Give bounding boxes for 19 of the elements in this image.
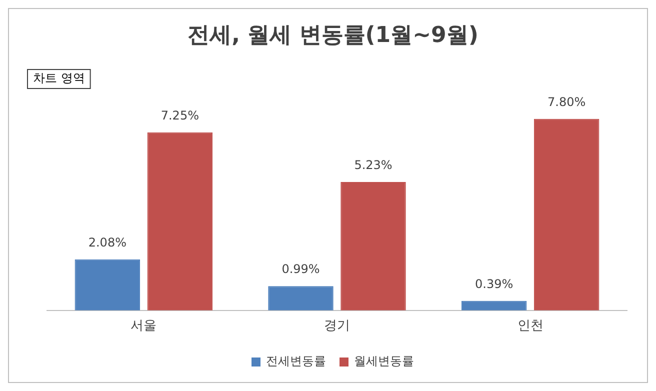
x-tick-label: 서울 — [130, 318, 157, 334]
data-label: 2.08% — [88, 235, 126, 250]
data-label: 0.39% — [475, 276, 514, 291]
data-label: 7.25% — [160, 108, 199, 122]
bar — [74, 259, 140, 310]
bar — [268, 286, 334, 310]
x-tick-label: 경기 — [324, 318, 350, 334]
legend-label: 전세변동률 — [266, 354, 326, 368]
chart-title: 전세, 월세 변동률(1월~9월) — [188, 22, 478, 48]
data-label: 7.80% — [548, 94, 586, 109]
bar — [534, 118, 600, 310]
bar — [461, 300, 527, 310]
bar — [340, 182, 406, 310]
data-label: 0.99% — [282, 262, 320, 276]
text: 차트 영역 — [33, 71, 85, 86]
bar — [147, 132, 213, 310]
x-tick-label: 인천 — [517, 318, 544, 334]
legend-label: 월세변동률 — [354, 354, 414, 368]
data-label: 5.23% — [354, 158, 392, 172]
